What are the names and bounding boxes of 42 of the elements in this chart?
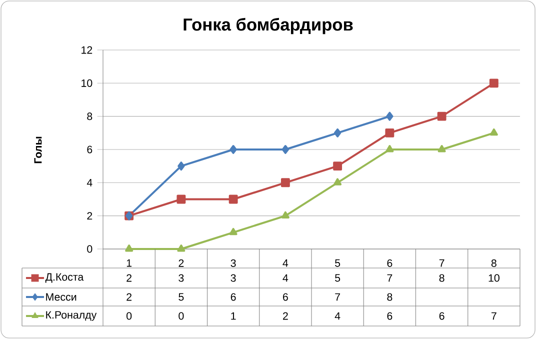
- y-tick-label: 4: [86, 178, 92, 186]
- data-label: 6: [387, 312, 392, 320]
- y-tick-label: 10: [82, 79, 92, 87]
- x-tick-label: 1: [126, 259, 132, 267]
- data-label: 8: [439, 274, 444, 282]
- x-tick-label: 4: [282, 259, 288, 267]
- data-label: 2: [283, 312, 288, 320]
- x-tick-label: 8: [491, 259, 496, 267]
- x-tick-label: 7: [439, 259, 444, 267]
- data-label: 7: [335, 293, 340, 301]
- data-label: 6: [283, 293, 288, 301]
- y-tick-label: 6: [87, 146, 92, 154]
- data-label: 10: [488, 274, 500, 282]
- x-tick-label: 3: [230, 259, 236, 267]
- data-label: 8: [387, 293, 392, 301]
- data-label: 0: [178, 312, 184, 320]
- legend-label: Месси: [46, 293, 76, 301]
- data-label: 1: [231, 312, 236, 320]
- legend-label: К.Роналду: [46, 311, 97, 321]
- x-tick-label: 6: [387, 259, 392, 267]
- data-label: 4: [282, 274, 288, 282]
- data-label: 7: [492, 312, 496, 320]
- chart-title: Гонка бомбардиров: [184, 18, 353, 34]
- x-tick-label: 2: [178, 259, 184, 267]
- y-axis-title: Голы: [34, 136, 42, 164]
- y-tick-label: 0: [87, 245, 92, 253]
- y-tick-label: 12: [82, 46, 92, 54]
- data-label: 7: [387, 274, 392, 282]
- legend-label: Д.Коста: [45, 273, 84, 283]
- data-label: 4: [334, 312, 340, 320]
- data-label: 6: [439, 312, 444, 320]
- data-label: 5: [335, 274, 340, 282]
- data-label: 3: [230, 274, 236, 282]
- y-tick-label: 2: [87, 212, 92, 220]
- x-tick-label: 5: [335, 259, 340, 267]
- data-label: 5: [178, 293, 184, 301]
- data-label: 2: [126, 274, 132, 282]
- data-label: 0: [126, 312, 132, 320]
- data-label: 2: [126, 293, 132, 301]
- data-label: 6: [230, 293, 236, 301]
- y-tick-label: 8: [87, 112, 92, 120]
- data-label: 3: [178, 274, 184, 282]
